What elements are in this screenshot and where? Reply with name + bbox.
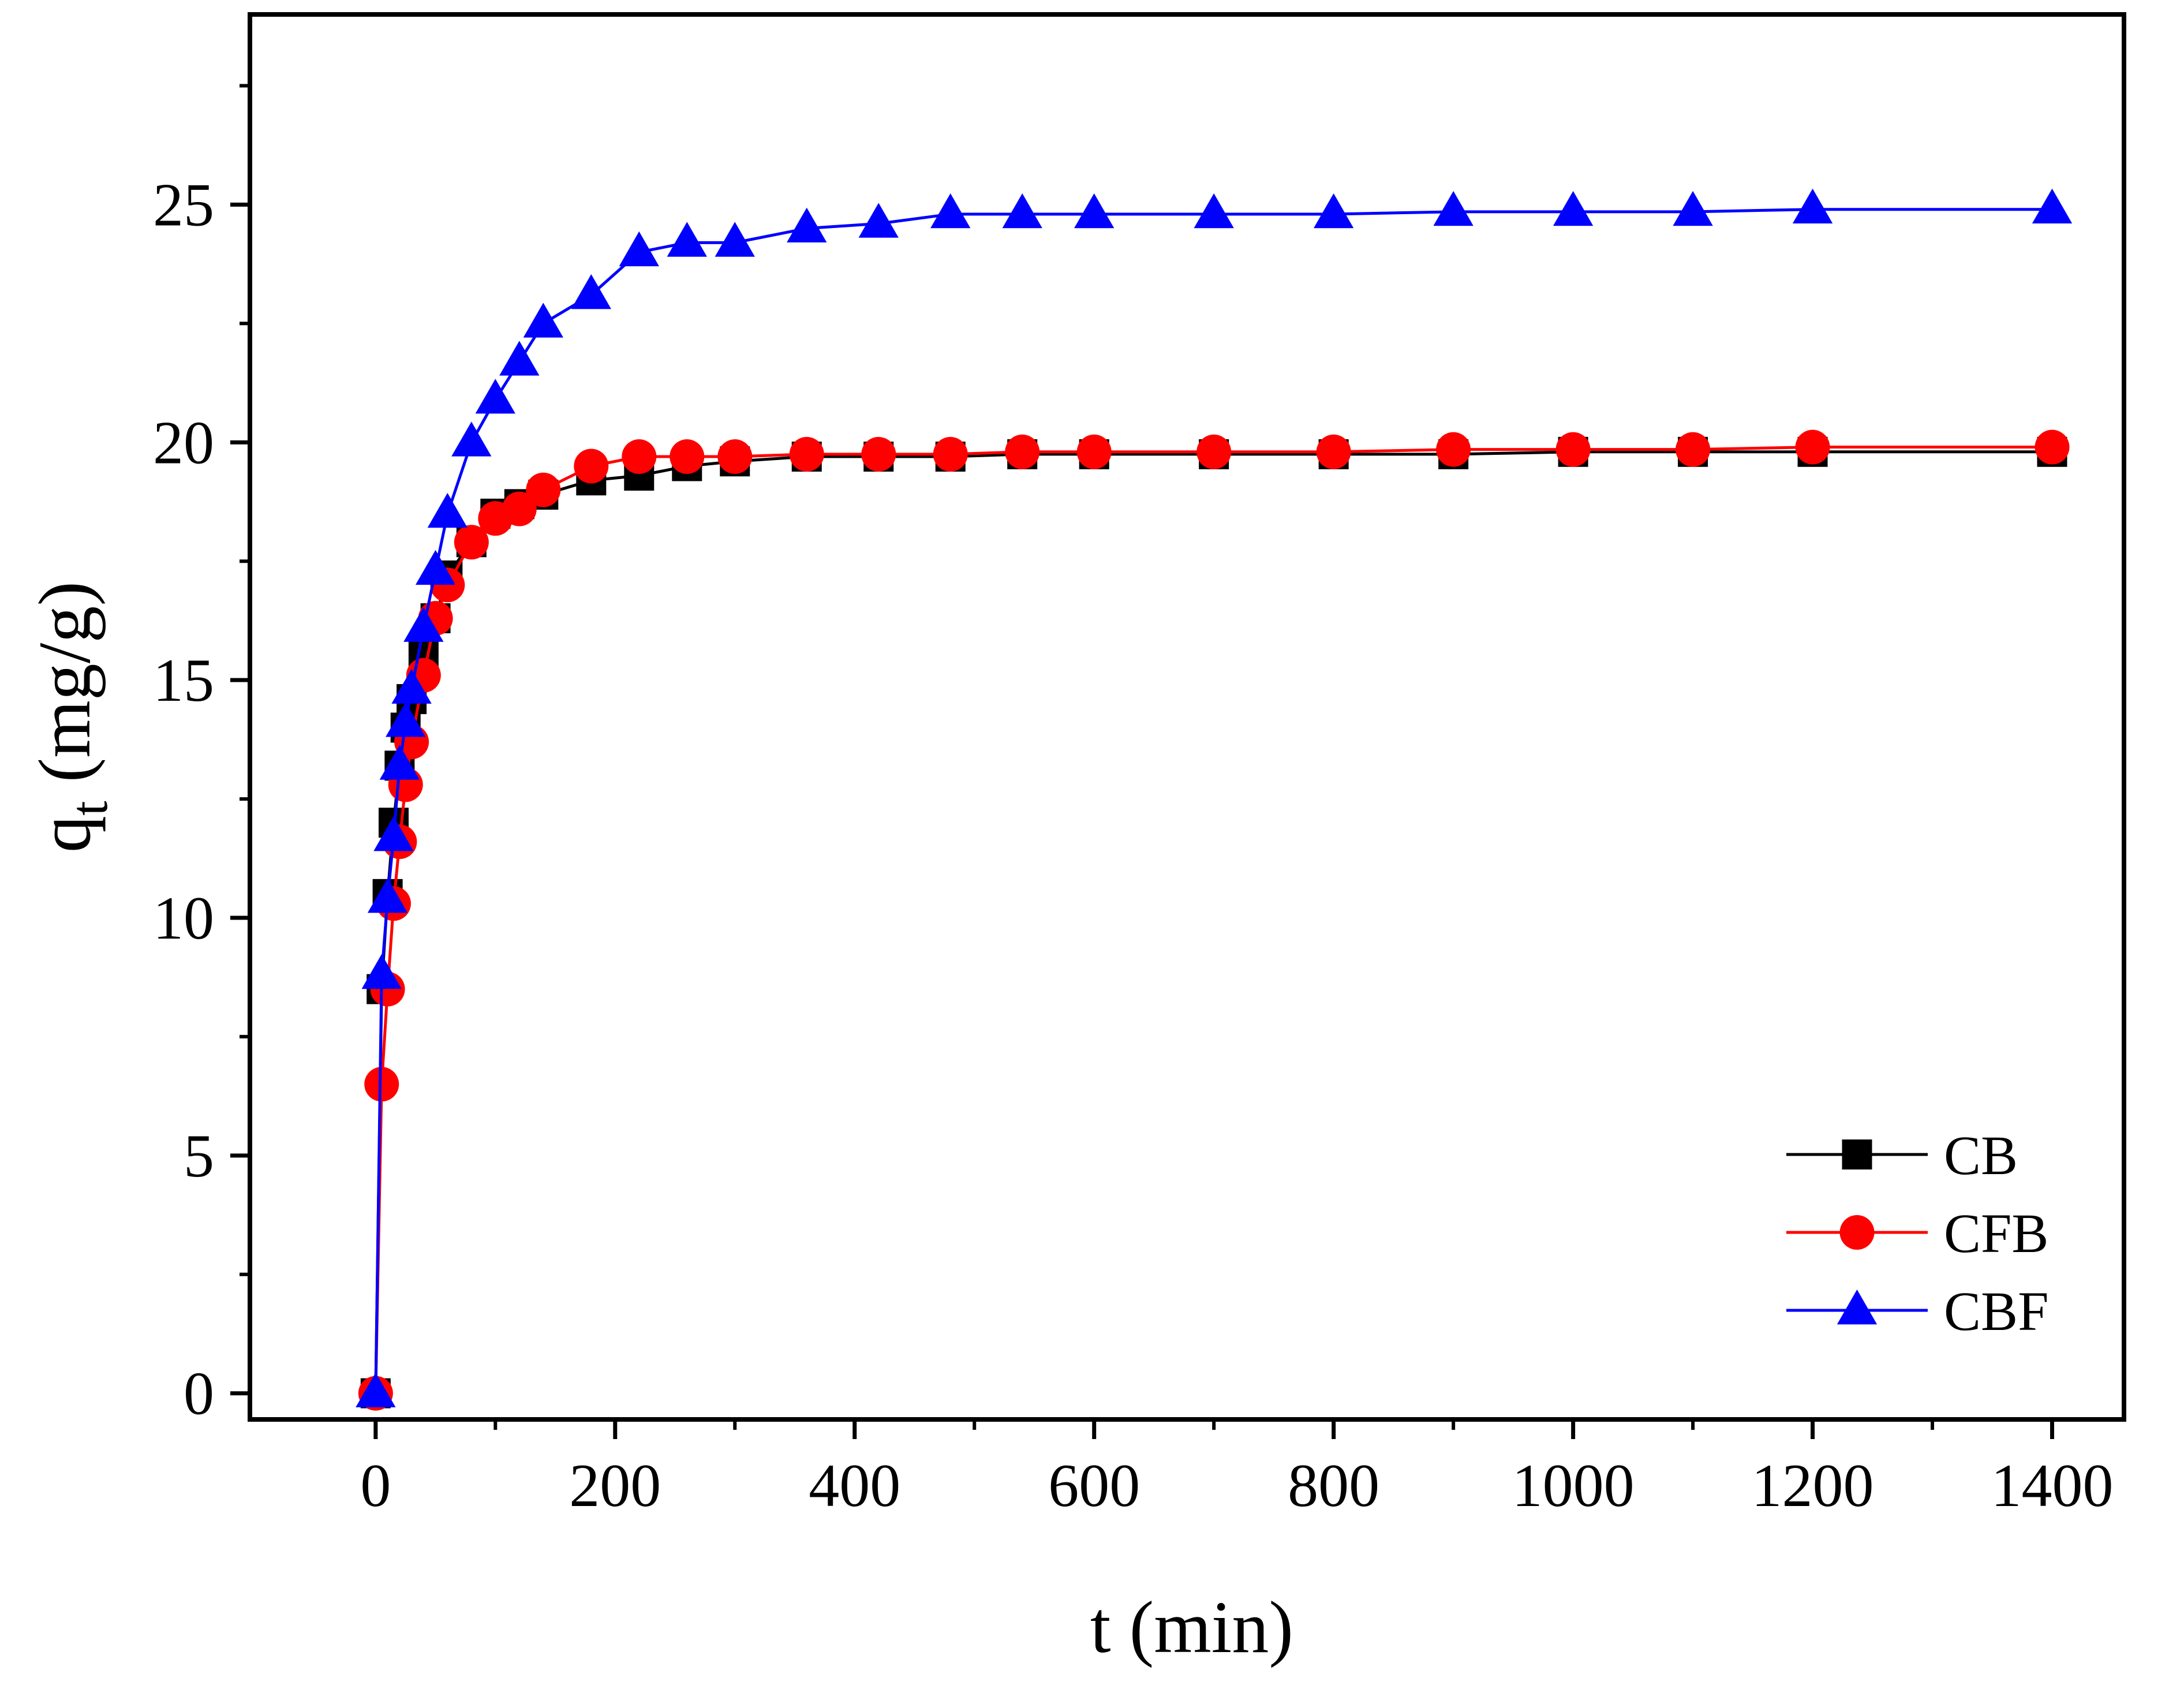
- y-tick-label: 20: [153, 409, 214, 476]
- legend-marker-circle: [1839, 1215, 1875, 1250]
- data-point-cbf-triangle: [356, 1372, 396, 1408]
- series-cfb-line: [374, 446, 2052, 1393]
- data-point-cbf-triangle: [1194, 193, 1234, 229]
- x-axis-title: t (min): [1090, 1586, 1293, 1668]
- x-axis: 0 200 400 600 800 1000 1200 1400: [360, 1419, 2114, 1519]
- data-point-cbf-triangle: [1002, 193, 1042, 229]
- data-point-cbf-triangle: [415, 550, 456, 585]
- y-tick-label: 15: [153, 647, 214, 714]
- series-cbf: [356, 188, 2073, 1408]
- legend-label: CFB: [1944, 1202, 2048, 1264]
- legend: CB CFB CBF: [1786, 1124, 2048, 1342]
- data-point-cbf-triangle: [361, 954, 402, 989]
- data-point-cbf-triangle: [858, 203, 899, 238]
- data-point-cfb-circle: [1795, 429, 1830, 465]
- data-point-cbf-triangle: [1553, 190, 1594, 226]
- data-point-cbf-triangle: [619, 231, 659, 267]
- data-point-cfb-circle: [574, 449, 609, 484]
- data-point-cfb-circle: [454, 525, 489, 560]
- data-point-cfb-circle: [933, 436, 968, 472]
- y-axis-title-subscript: t: [59, 801, 118, 816]
- data-point-cfb-circle: [861, 436, 896, 472]
- x-tick-label: 1200: [1752, 1452, 1874, 1519]
- data-point-cbf-triangle: [373, 816, 414, 851]
- data-point-cfb-circle: [526, 472, 561, 507]
- data-point-cbf-triangle: [930, 193, 971, 229]
- series-cbf-line: [374, 208, 2052, 1393]
- legend-label: CB: [1944, 1124, 2018, 1186]
- y-tick-label: 5: [184, 1122, 214, 1190]
- data-point-cfb-circle: [622, 439, 657, 474]
- data-point-cbf-triangle: [667, 222, 707, 257]
- x-tick-label: 800: [1288, 1452, 1379, 1519]
- y-axis-title-unit: (mg/g): [24, 581, 106, 801]
- data-point-cfb-circle: [1005, 434, 1040, 469]
- data-point-cbf-triangle: [499, 341, 540, 376]
- data-point-cbf-triangle: [571, 274, 611, 309]
- data-point-cbf-triangle: [386, 702, 426, 737]
- data-point-cbf-triangle: [427, 492, 468, 528]
- data-point-cbf-triangle: [1314, 193, 1354, 229]
- data-point-cbf-triangle: [1673, 190, 1713, 226]
- legend-marker-triangle: [1837, 1290, 1878, 1325]
- data-point-cfb-circle: [1555, 432, 1591, 467]
- x-tick-label: 400: [809, 1452, 900, 1519]
- x-tick-label: 600: [1048, 1452, 1140, 1519]
- data-point-cfb-circle: [1436, 432, 1471, 467]
- y-tick-label: 25: [153, 171, 214, 238]
- legend-item-cfb: CFB: [1786, 1202, 2048, 1264]
- x-tick-label: 1400: [1991, 1452, 2114, 1519]
- x-tick-label: 200: [569, 1452, 661, 1519]
- data-point-cbf-triangle: [2032, 188, 2073, 224]
- series-cfb: [358, 429, 2070, 1411]
- data-point-cfb-circle: [1676, 432, 1711, 467]
- data-point-cbf-triangle: [1074, 193, 1115, 229]
- data-point-cbf-triangle: [451, 421, 492, 457]
- data-point-cfb-circle: [502, 491, 537, 526]
- legend-item-cb: CB: [1786, 1124, 2018, 1186]
- y-axis-title-main: q: [24, 816, 106, 853]
- y-axis-title: qt (mg/g): [24, 581, 118, 853]
- y-axis: 0 5 10 15 20 25: [153, 84, 250, 1428]
- data-point-cfb-circle: [364, 1067, 399, 1102]
- data-point-cbf-triangle: [403, 607, 444, 642]
- series-layer: [356, 188, 2073, 1411]
- data-point-cbf-triangle: [475, 379, 515, 414]
- x-tick-label: 1000: [1512, 1452, 1635, 1519]
- data-point-cbf-triangle: [367, 878, 408, 913]
- data-point-cfb-circle: [1316, 434, 1351, 469]
- series-cb-line: [374, 450, 2052, 1393]
- data-point-cfb-circle: [717, 439, 753, 474]
- data-point-cfb-circle: [670, 439, 705, 474]
- y-tick-label: 10: [153, 884, 214, 952]
- y-tick-label: 0: [184, 1360, 214, 1428]
- data-point-cfb-circle: [789, 436, 824, 472]
- data-point-cbf-triangle: [523, 302, 563, 338]
- data-point-cbf-triangle: [787, 207, 827, 243]
- data-point-cbf-triangle: [391, 668, 432, 704]
- data-point-cbf-triangle: [715, 222, 755, 257]
- series-cb: [360, 436, 2067, 1408]
- data-point-cfb-circle: [1076, 434, 1112, 469]
- plot-frame: [248, 12, 2126, 1422]
- data-point-cbf-triangle: [379, 745, 420, 780]
- legend-label: CBF: [1944, 1280, 2048, 1342]
- legend-item-cbf: CBF: [1786, 1280, 2048, 1342]
- data-point-cfb-circle: [2035, 429, 2070, 465]
- x-tick-label: 0: [360, 1452, 391, 1519]
- data-point-cfb-circle: [1196, 434, 1232, 469]
- data-point-cbf-triangle: [1792, 188, 1833, 224]
- legend-marker-square: [1842, 1139, 1872, 1169]
- data-point-cbf-triangle: [1433, 190, 1474, 226]
